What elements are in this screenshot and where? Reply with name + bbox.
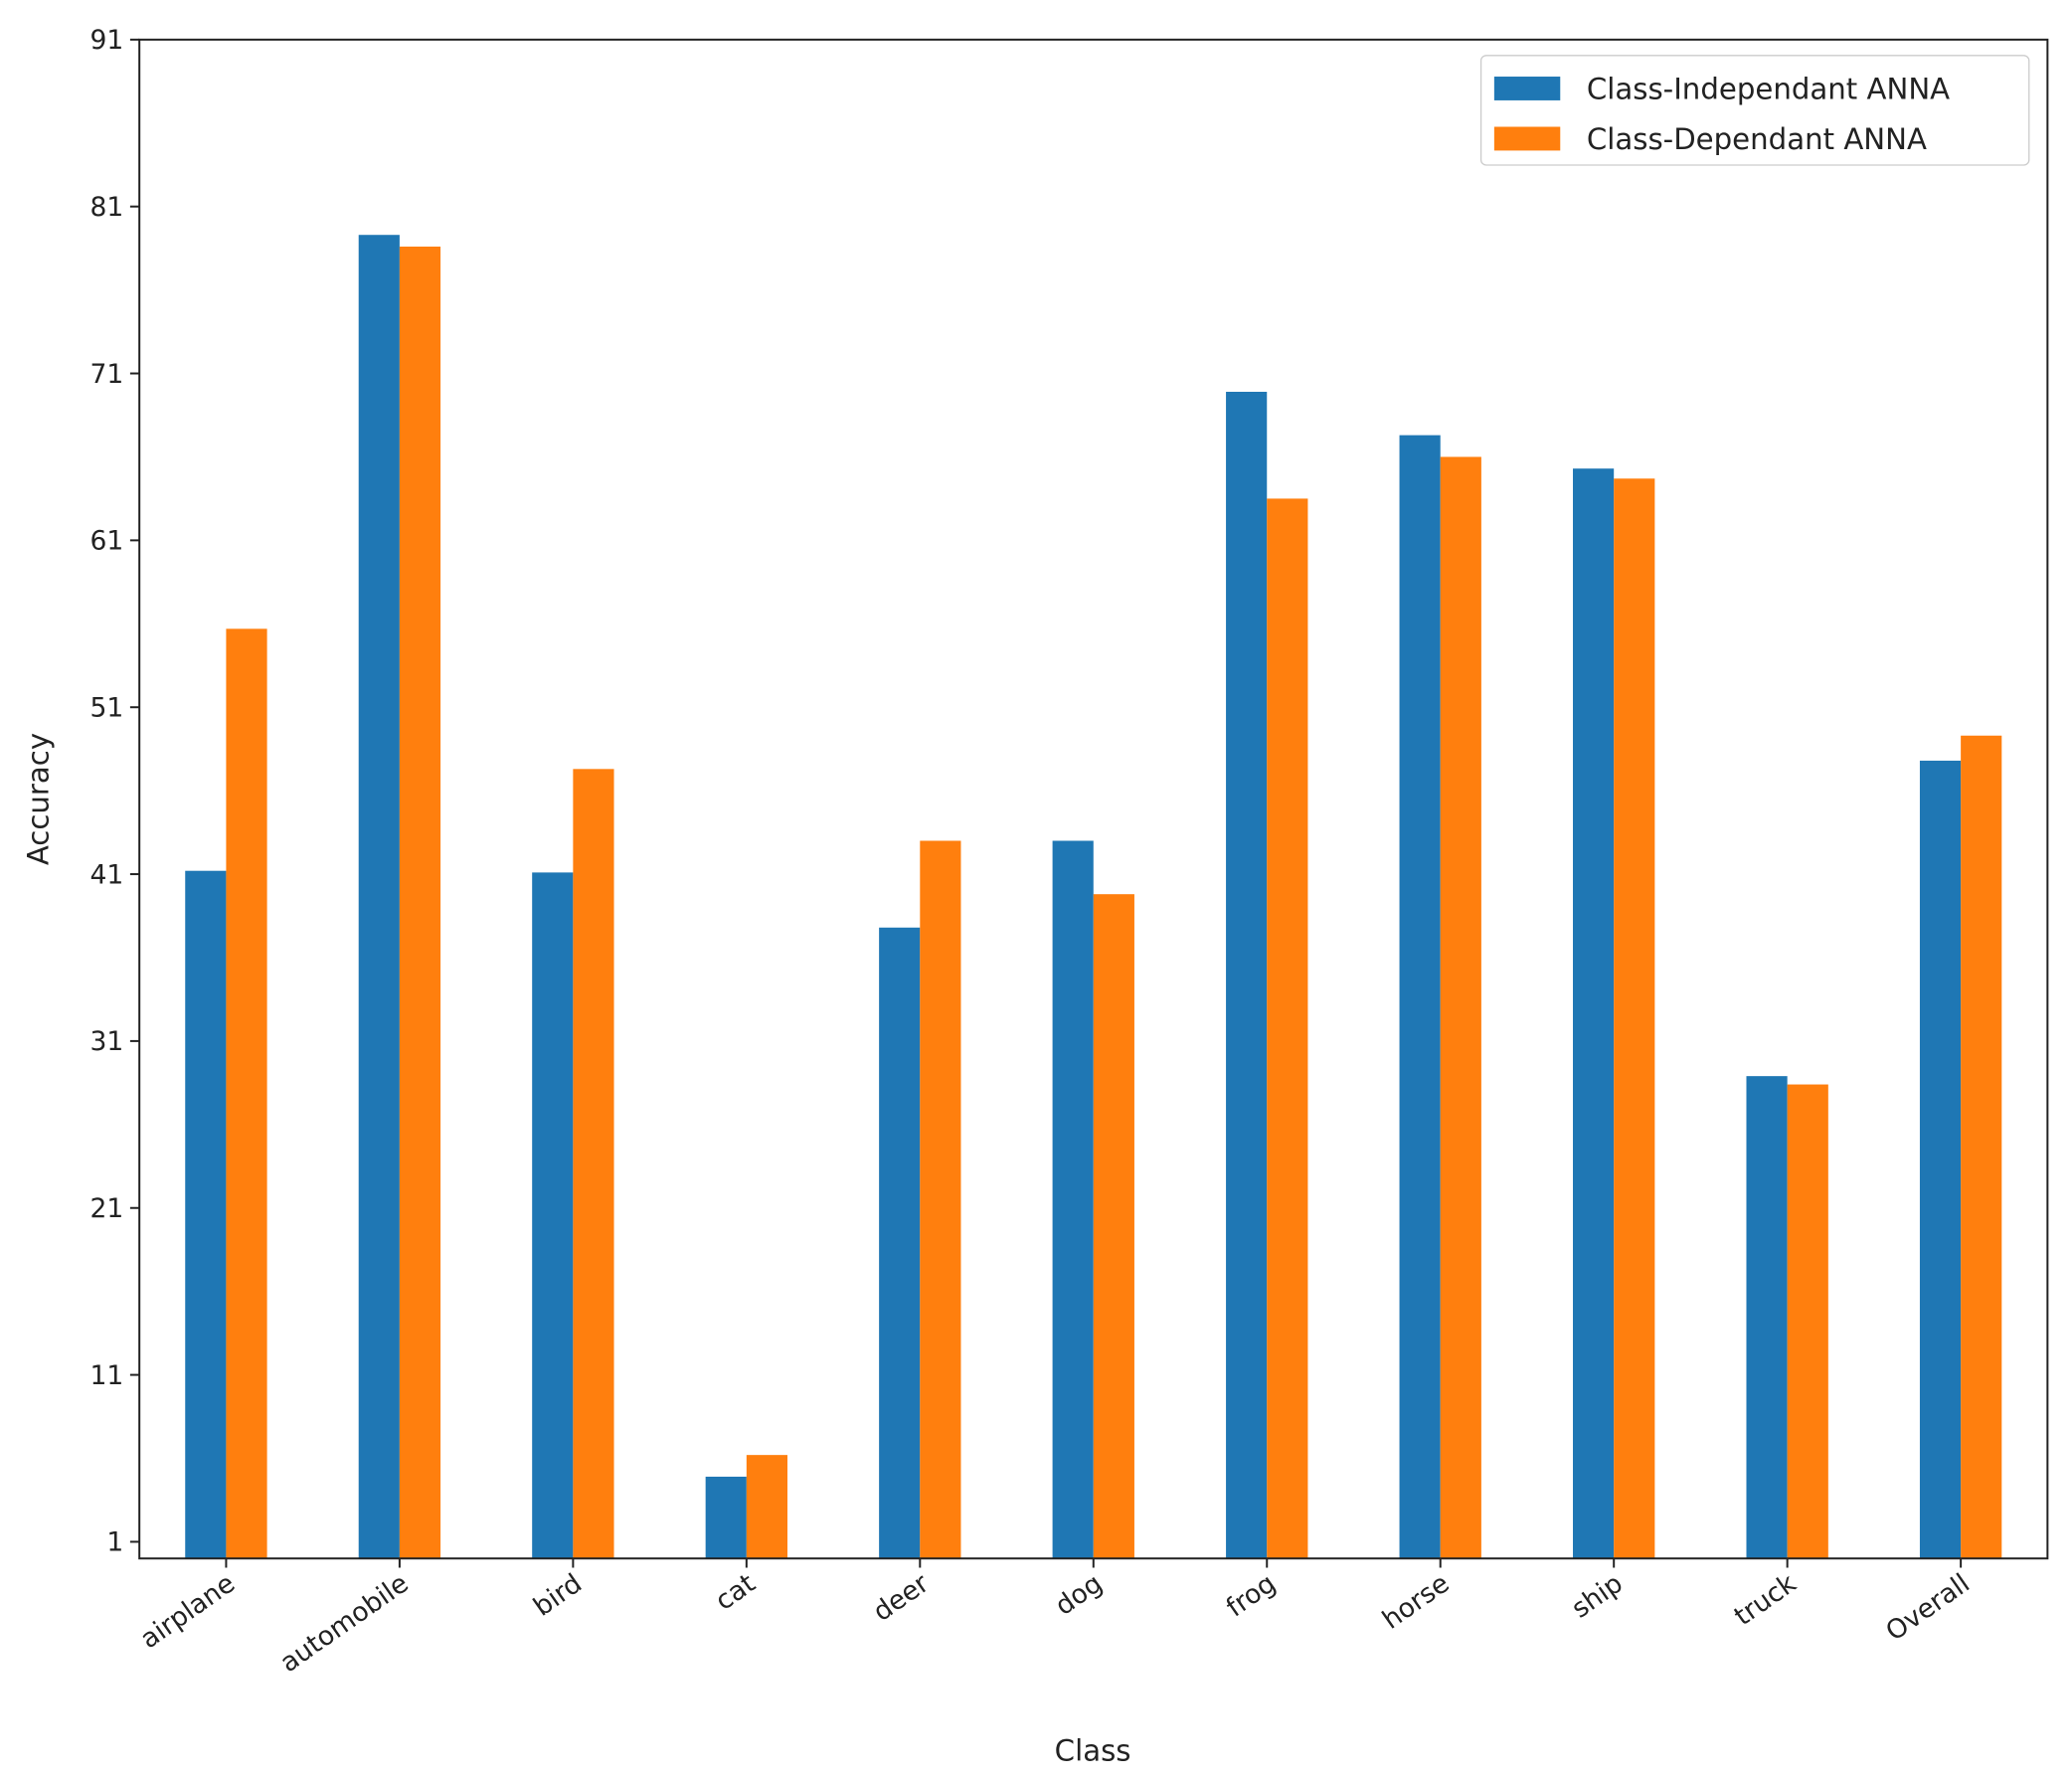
bar — [358, 235, 400, 1559]
x-tick-label: airplane — [135, 1568, 241, 1655]
x-tick-label: bird — [528, 1568, 588, 1623]
x-tick-label: horse — [1377, 1568, 1456, 1636]
legend-label: Class-Dependant ANNA — [1587, 122, 1927, 156]
y-tick-label: 91 — [89, 25, 123, 56]
x-tick-label: Overall — [1880, 1568, 1975, 1648]
y-tick-label: 21 — [89, 1193, 123, 1224]
bar — [1440, 456, 1481, 1559]
bar — [1919, 760, 1962, 1559]
x-tick-label: ship — [1566, 1568, 1629, 1625]
x-tick-label: dog — [1050, 1568, 1109, 1622]
y-tick-label: 31 — [89, 1026, 123, 1057]
bar — [1787, 1084, 1828, 1559]
legend-swatch — [1493, 126, 1561, 151]
bar — [1226, 391, 1268, 1559]
y-tick-label: 51 — [89, 693, 123, 724]
legend-label: Class-Independant ANNA — [1587, 73, 1950, 106]
y-tick-label: 81 — [89, 192, 123, 223]
legend-box — [1479, 55, 2030, 166]
y-axis-label: Accuracy — [22, 733, 56, 865]
bar — [1399, 435, 1441, 1559]
bar — [1267, 498, 1308, 1559]
bar — [1093, 894, 1134, 1559]
legend: Class-Independant ANNA Class-Dependant AN… — [1479, 55, 2030, 166]
bar — [705, 1476, 747, 1559]
plot-frame — [138, 38, 2049, 1560]
y-tick-label: 71 — [89, 359, 123, 390]
bar — [185, 870, 227, 1559]
bar — [399, 246, 441, 1559]
bar — [226, 628, 267, 1559]
bar — [573, 769, 614, 1559]
bar — [1746, 1076, 1788, 1559]
x-tick-label: deer — [868, 1568, 935, 1628]
x-tick-label: frog — [1221, 1568, 1282, 1624]
bar — [1614, 478, 1655, 1559]
bar — [532, 872, 574, 1559]
x-tick-label: automobile — [274, 1568, 414, 1679]
bar — [1052, 840, 1094, 1559]
y-tick-label: 61 — [89, 526, 123, 557]
x-tick-label: truck — [1729, 1567, 1803, 1632]
x-axis-label: Class — [1055, 1733, 1131, 1767]
y-tick-label: 1 — [106, 1527, 123, 1558]
bar — [879, 927, 921, 1559]
bar — [920, 840, 961, 1559]
bar — [1961, 735, 2002, 1559]
y-tick-label: 11 — [89, 1360, 123, 1391]
bar — [746, 1455, 788, 1559]
bar — [1573, 468, 1615, 1559]
legend-swatch — [1493, 77, 1561, 100]
x-tick-label: cat — [710, 1568, 762, 1617]
y-tick-label: 41 — [89, 859, 123, 890]
